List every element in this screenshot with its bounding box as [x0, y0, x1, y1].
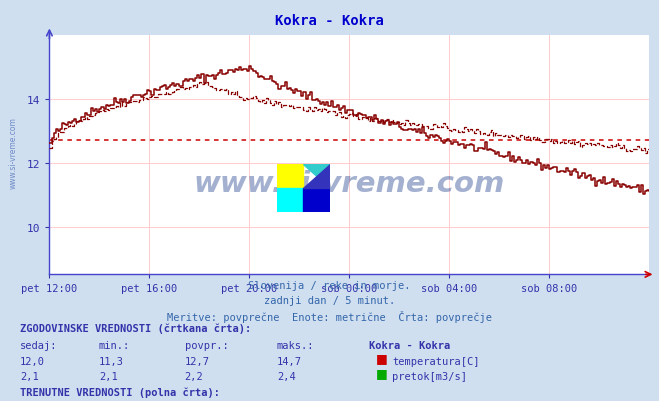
Text: Slovenija / reke in morje.: Slovenija / reke in morje.: [248, 281, 411, 291]
Text: povpr.:: povpr.:: [185, 340, 228, 350]
Text: ZGODOVINSKE VREDNOSTI (črtkana črta):: ZGODOVINSKE VREDNOSTI (črtkana črta):: [20, 322, 251, 333]
Text: 2,2: 2,2: [185, 371, 203, 381]
Text: www.si-vreme.com: www.si-vreme.com: [9, 117, 18, 188]
Text: 2,1: 2,1: [99, 371, 117, 381]
Text: min.:: min.:: [99, 340, 130, 350]
Text: 2,4: 2,4: [277, 371, 295, 381]
Text: zadnji dan / 5 minut.: zadnji dan / 5 minut.: [264, 296, 395, 306]
Text: Kokra - Kokra: Kokra - Kokra: [275, 14, 384, 28]
Text: 12,0: 12,0: [20, 356, 45, 366]
Text: Kokra - Kokra: Kokra - Kokra: [369, 340, 450, 350]
Text: pretok[m3/s]: pretok[m3/s]: [392, 371, 467, 381]
Text: ■: ■: [376, 351, 387, 364]
Text: temperatura[C]: temperatura[C]: [392, 356, 480, 366]
Text: ■: ■: [376, 366, 387, 379]
Bar: [277, 164, 303, 188]
Bar: [303, 188, 330, 213]
Text: 11,3: 11,3: [99, 356, 124, 366]
Text: 12,7: 12,7: [185, 356, 210, 366]
Text: TRENUTNE VREDNOSTI (polna črta):: TRENUTNE VREDNOSTI (polna črta):: [20, 387, 219, 397]
Bar: [277, 188, 303, 213]
Text: sedaj:: sedaj:: [20, 340, 57, 350]
Text: www.si-vreme.com: www.si-vreme.com: [194, 170, 505, 198]
Text: Meritve: povprečne  Enote: metrične  Črta: povprečje: Meritve: povprečne Enote: metrične Črta:…: [167, 310, 492, 322]
PathPatch shape: [303, 164, 330, 188]
Text: 2,1: 2,1: [20, 371, 38, 381]
PathPatch shape: [303, 164, 330, 188]
Text: 14,7: 14,7: [277, 356, 302, 366]
Text: maks.:: maks.:: [277, 340, 314, 350]
